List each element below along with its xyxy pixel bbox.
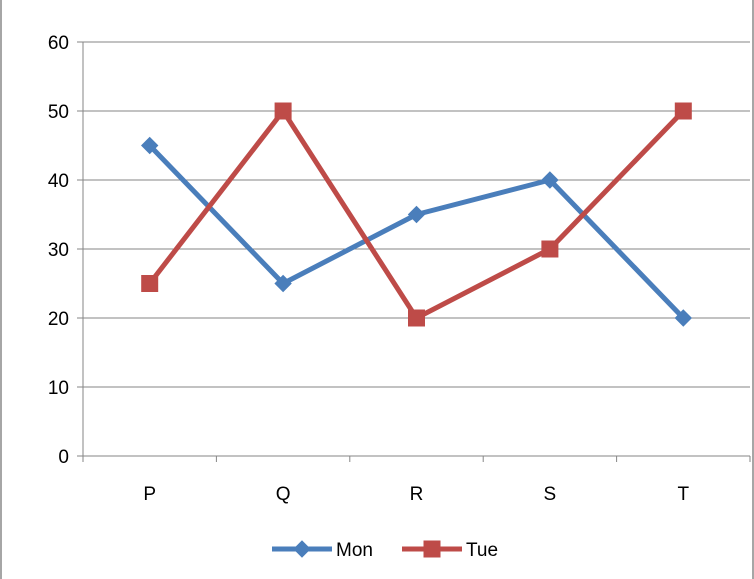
x-tick-label-R: R	[410, 484, 424, 505]
data-point-tue-T	[674, 102, 692, 120]
y-axis-tick-labels: 0 10 20 30 40 50 60	[48, 33, 69, 468]
x-tick-label-Q: Q	[276, 484, 291, 505]
data-point-tue-S	[541, 240, 559, 258]
legend-item-tue: Tue	[402, 540, 498, 561]
data-point-mon-R	[407, 205, 426, 224]
y-tick-label-60: 60	[48, 33, 69, 54]
y-tick-label-30: 30	[48, 240, 69, 261]
series-line-mon	[147, 143, 686, 321]
legend-item-mon: Mon	[272, 540, 373, 561]
legend-marker-mon	[293, 540, 311, 558]
legend-marker-tue	[423, 540, 441, 558]
axes	[77, 41, 751, 462]
data-point-tue-P	[141, 275, 159, 292]
legend: Mon Tue	[272, 540, 498, 561]
series-mon	[140, 136, 693, 327]
legend-label-mon: Mon	[336, 540, 373, 561]
data-point-mon-T	[674, 309, 693, 327]
data-point-tue-R	[408, 309, 425, 327]
data-point-mon-P	[140, 136, 159, 155]
data-point-mon-Q	[274, 274, 292, 293]
data-point-tue-Q	[274, 102, 292, 120]
x-tick-label-S: S	[544, 484, 557, 505]
legend-label-tue: Tue	[466, 540, 498, 561]
y-tick-label-20: 20	[48, 309, 69, 330]
series-lines	[140, 102, 693, 327]
gridlines	[83, 41, 750, 388]
x-axis-tick-labels: P Q R S T	[143, 484, 689, 505]
y-tick-label-0: 0	[58, 447, 69, 468]
x-tick-label-T: T	[677, 484, 689, 505]
y-tick-label-10: 10	[48, 378, 69, 399]
y-tick-label-40: 40	[48, 171, 69, 192]
x-tick-label-P: P	[143, 484, 156, 505]
data-point-mon-S	[541, 171, 559, 189]
y-tick-label-50: 50	[48, 102, 69, 123]
series-tue	[141, 102, 692, 327]
